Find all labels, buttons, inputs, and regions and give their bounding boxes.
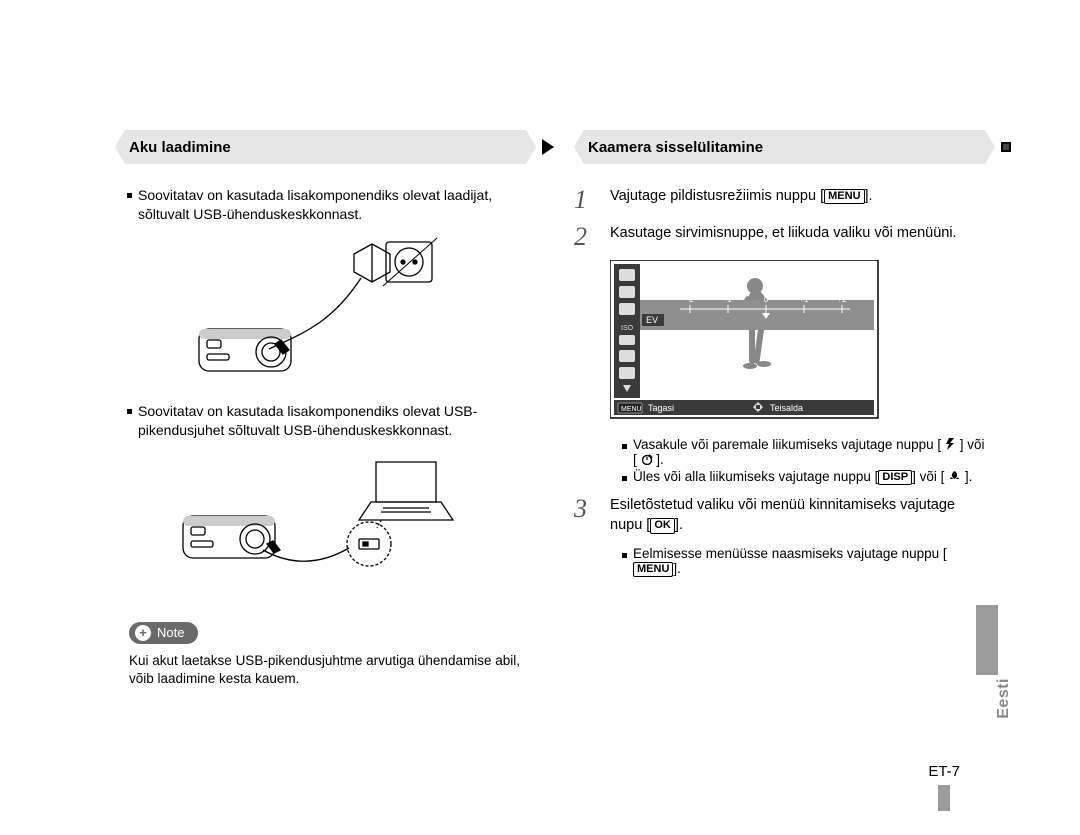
side-tab [976, 605, 998, 675]
bullet-icon [622, 476, 627, 481]
menu-button-label: MENU [633, 562, 673, 577]
bullet-icon [622, 553, 627, 558]
sub-bullet-1: Vasakule või paremale liikumiseks vajuta… [622, 437, 985, 467]
back-label: Tagasi [648, 403, 674, 413]
section-title-left: Aku laadimine [129, 139, 231, 156]
step-2: 2 Kasutage sirvimisnuppe, et liikuda val… [574, 223, 985, 250]
note-label: Note [157, 625, 184, 640]
section-title-right: Kaamera sisselülitamine [588, 139, 763, 156]
page-bar [938, 785, 950, 811]
step-1-body: Vajutage pildistusrežiimis nuppu [MENU]. [610, 186, 873, 213]
svg-text:ISO: ISO [621, 325, 634, 332]
left-para-1-text: Soovitatav on kasutada lisakomponendiks … [138, 186, 526, 224]
section-header-left: Aku laadimine [115, 130, 526, 164]
svg-text:+2: +2 [837, 295, 847, 304]
bullet-icon [622, 444, 627, 449]
menu-button-label: MENU [824, 189, 864, 204]
sub-bullet-3: Eelmisesse menüüsse naasmiseks vajutage … [622, 546, 985, 577]
svg-text:-2: -2 [686, 295, 694, 304]
disp-button-label: DISP [878, 470, 912, 485]
step-3-end: ]. [675, 517, 683, 533]
step-1-text: Vajutage pildistusrežiimis nuppu [ [610, 188, 824, 204]
note-text: Kui akut laetakse USB-pikendusjuhtme arv… [129, 652, 526, 688]
svg-text:+1: +1 [799, 295, 809, 304]
charger-illustration [115, 234, 526, 384]
step-1: 1 Vajutage pildistusrežiimis nuppu [MENU… [574, 186, 985, 213]
svg-text:0: 0 [764, 295, 769, 304]
sub-bullet-2: Üles või alla liikumiseks vajutage nuppu… [622, 469, 985, 485]
svg-text:-1: -1 [724, 295, 732, 304]
step-1-end: ]. [865, 188, 873, 204]
sub-bullet-2-text: Üles või alla liikumiseks vajutage nuppu… [633, 469, 972, 485]
section-header-right: Kaamera sisselülitamine [574, 130, 985, 164]
left-column: Aku laadimine Soovitatav on kasutada lis… [115, 130, 526, 688]
step-2-body: Kasutage sirvimisnuppe, et liikuda valik… [610, 223, 957, 250]
right-column: Kaamera sisselülitamine 1 Vajutage pildi… [574, 130, 985, 688]
macro-icon [948, 470, 961, 482]
left-para-1: Soovitatav on kasutada lisakomponendiks … [127, 186, 526, 224]
arrow-right-icon [542, 139, 554, 155]
left-para-2: Soovitatav on kasutada lisakomponendiks … [127, 402, 526, 440]
bullet-icon [127, 193, 132, 198]
timer-icon [641, 453, 653, 465]
step-number: 2 [574, 223, 596, 250]
bullet-icon [127, 409, 132, 414]
step-3: 3 Esiletõstetud valiku või menüü kinnita… [574, 495, 985, 536]
usb-laptop-illustration [115, 450, 526, 590]
stop-square-icon [1001, 142, 1011, 152]
sub-bullet-1-text: Vasakule või paremale liikumiseks vajuta… [633, 437, 985, 467]
language-label: Eesti [995, 678, 1013, 719]
sub-bullet-3-text: Eelmisesse menüüsse naasmiseks vajutage … [633, 546, 985, 577]
note-pill: + Note [129, 622, 198, 644]
move-label: Teisalda [770, 403, 803, 413]
ok-button-label: OK [650, 518, 675, 533]
camera-screen-illustration: ISO [610, 260, 985, 425]
page-number: ET-7 [928, 763, 960, 780]
step-3-body: Esiletõstetud valiku või menüü kinnitami… [610, 495, 985, 536]
step-number: 3 [574, 495, 596, 536]
ev-label: EV [646, 315, 658, 325]
plus-icon: + [135, 625, 151, 641]
left-para-2-text: Soovitatav on kasutada lisakomponendiks … [138, 402, 526, 440]
step-number: 1 [574, 186, 596, 213]
flash-icon [945, 438, 956, 450]
svg-text:MENU: MENU [621, 406, 642, 413]
